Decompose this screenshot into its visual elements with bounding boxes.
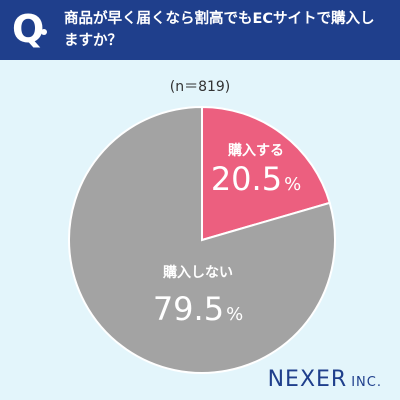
- question-header: Q 商品が早く届くなら割高でもECサイトで購入しますか？: [0, 0, 400, 60]
- slice-value-1: 20.5%: [211, 160, 301, 198]
- q-dot: [41, 29, 47, 35]
- question-text: 商品が早く届くなら割高でもECサイトで購入しますか？: [64, 11, 375, 49]
- brand-logo: NEXER INC.: [268, 367, 382, 392]
- pie-slice-2: [68, 105, 336, 374]
- pie-slice-1: [201, 105, 331, 242]
- brand-name: NEXER: [267, 367, 348, 392]
- q-mark: Q: [12, 7, 45, 51]
- slice-label-1: 購入する: [227, 142, 284, 159]
- brand-suffix: INC.: [351, 375, 382, 390]
- slice-value-2: 79.5%: [153, 290, 243, 328]
- sample-size: (n＝819): [169, 79, 231, 95]
- slice-label-2: 購入しない: [162, 264, 233, 281]
